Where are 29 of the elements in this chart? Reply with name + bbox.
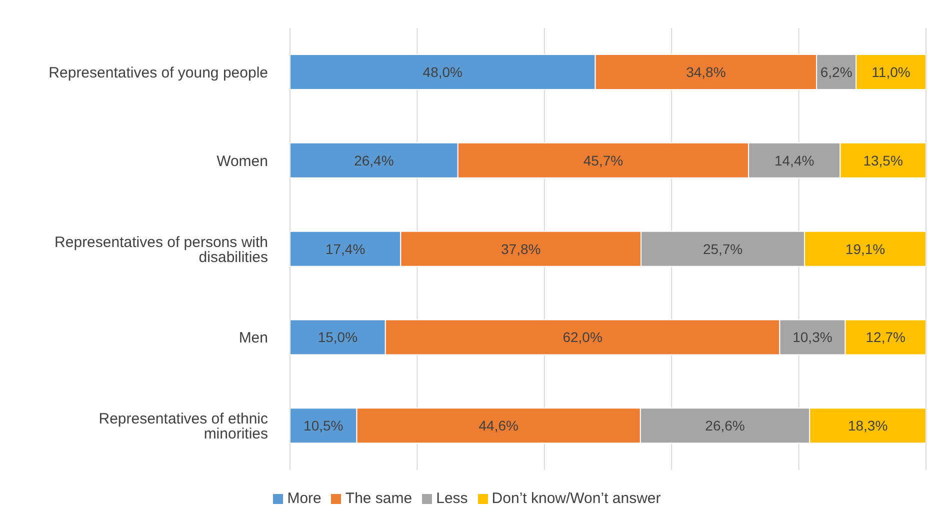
data-label: 10,3%: [792, 329, 832, 346]
legend-label: More: [287, 490, 322, 507]
data-label: 37,8%: [501, 240, 541, 257]
data-label: 18,3%: [848, 418, 888, 434]
data-label: 25,7%: [702, 240, 743, 257]
y-tick-label: Men: [238, 330, 268, 347]
data-label: 45,7%: [583, 152, 624, 168]
data-label: 14,4%: [774, 152, 814, 168]
legend-label: The same: [345, 490, 412, 507]
y-tick-label: Representatives of young people: [48, 64, 268, 82]
data-label: 19,1%: [845, 240, 886, 257]
data-label: 48,0%: [422, 64, 462, 80]
data-label: 6,2%: [820, 64, 852, 80]
data-label: 13,5%: [863, 152, 903, 168]
data-label: 15,0%: [318, 329, 358, 346]
y-tick-label: Representatives of ethnic minorities: [98, 410, 268, 443]
legend-label: Don’t know/Won’t answer: [492, 490, 661, 507]
data-label: 11,0%: [872, 64, 910, 80]
data-label: 44,6%: [478, 418, 518, 434]
data-label: 26,4%: [354, 152, 394, 168]
y-tick-label: Representatives of persons with disabilities: [54, 234, 268, 266]
y-tick-label: Women: [216, 152, 268, 170]
data-label: 12,7%: [866, 329, 906, 346]
data-label: 34,8%: [686, 64, 726, 80]
data-label: 26,6%: [705, 418, 745, 434]
legend-label: Less: [436, 490, 468, 507]
data-label: 17,4%: [325, 240, 366, 257]
data-label: 10,5%: [304, 418, 344, 434]
data-label: 62,0%: [562, 329, 602, 346]
